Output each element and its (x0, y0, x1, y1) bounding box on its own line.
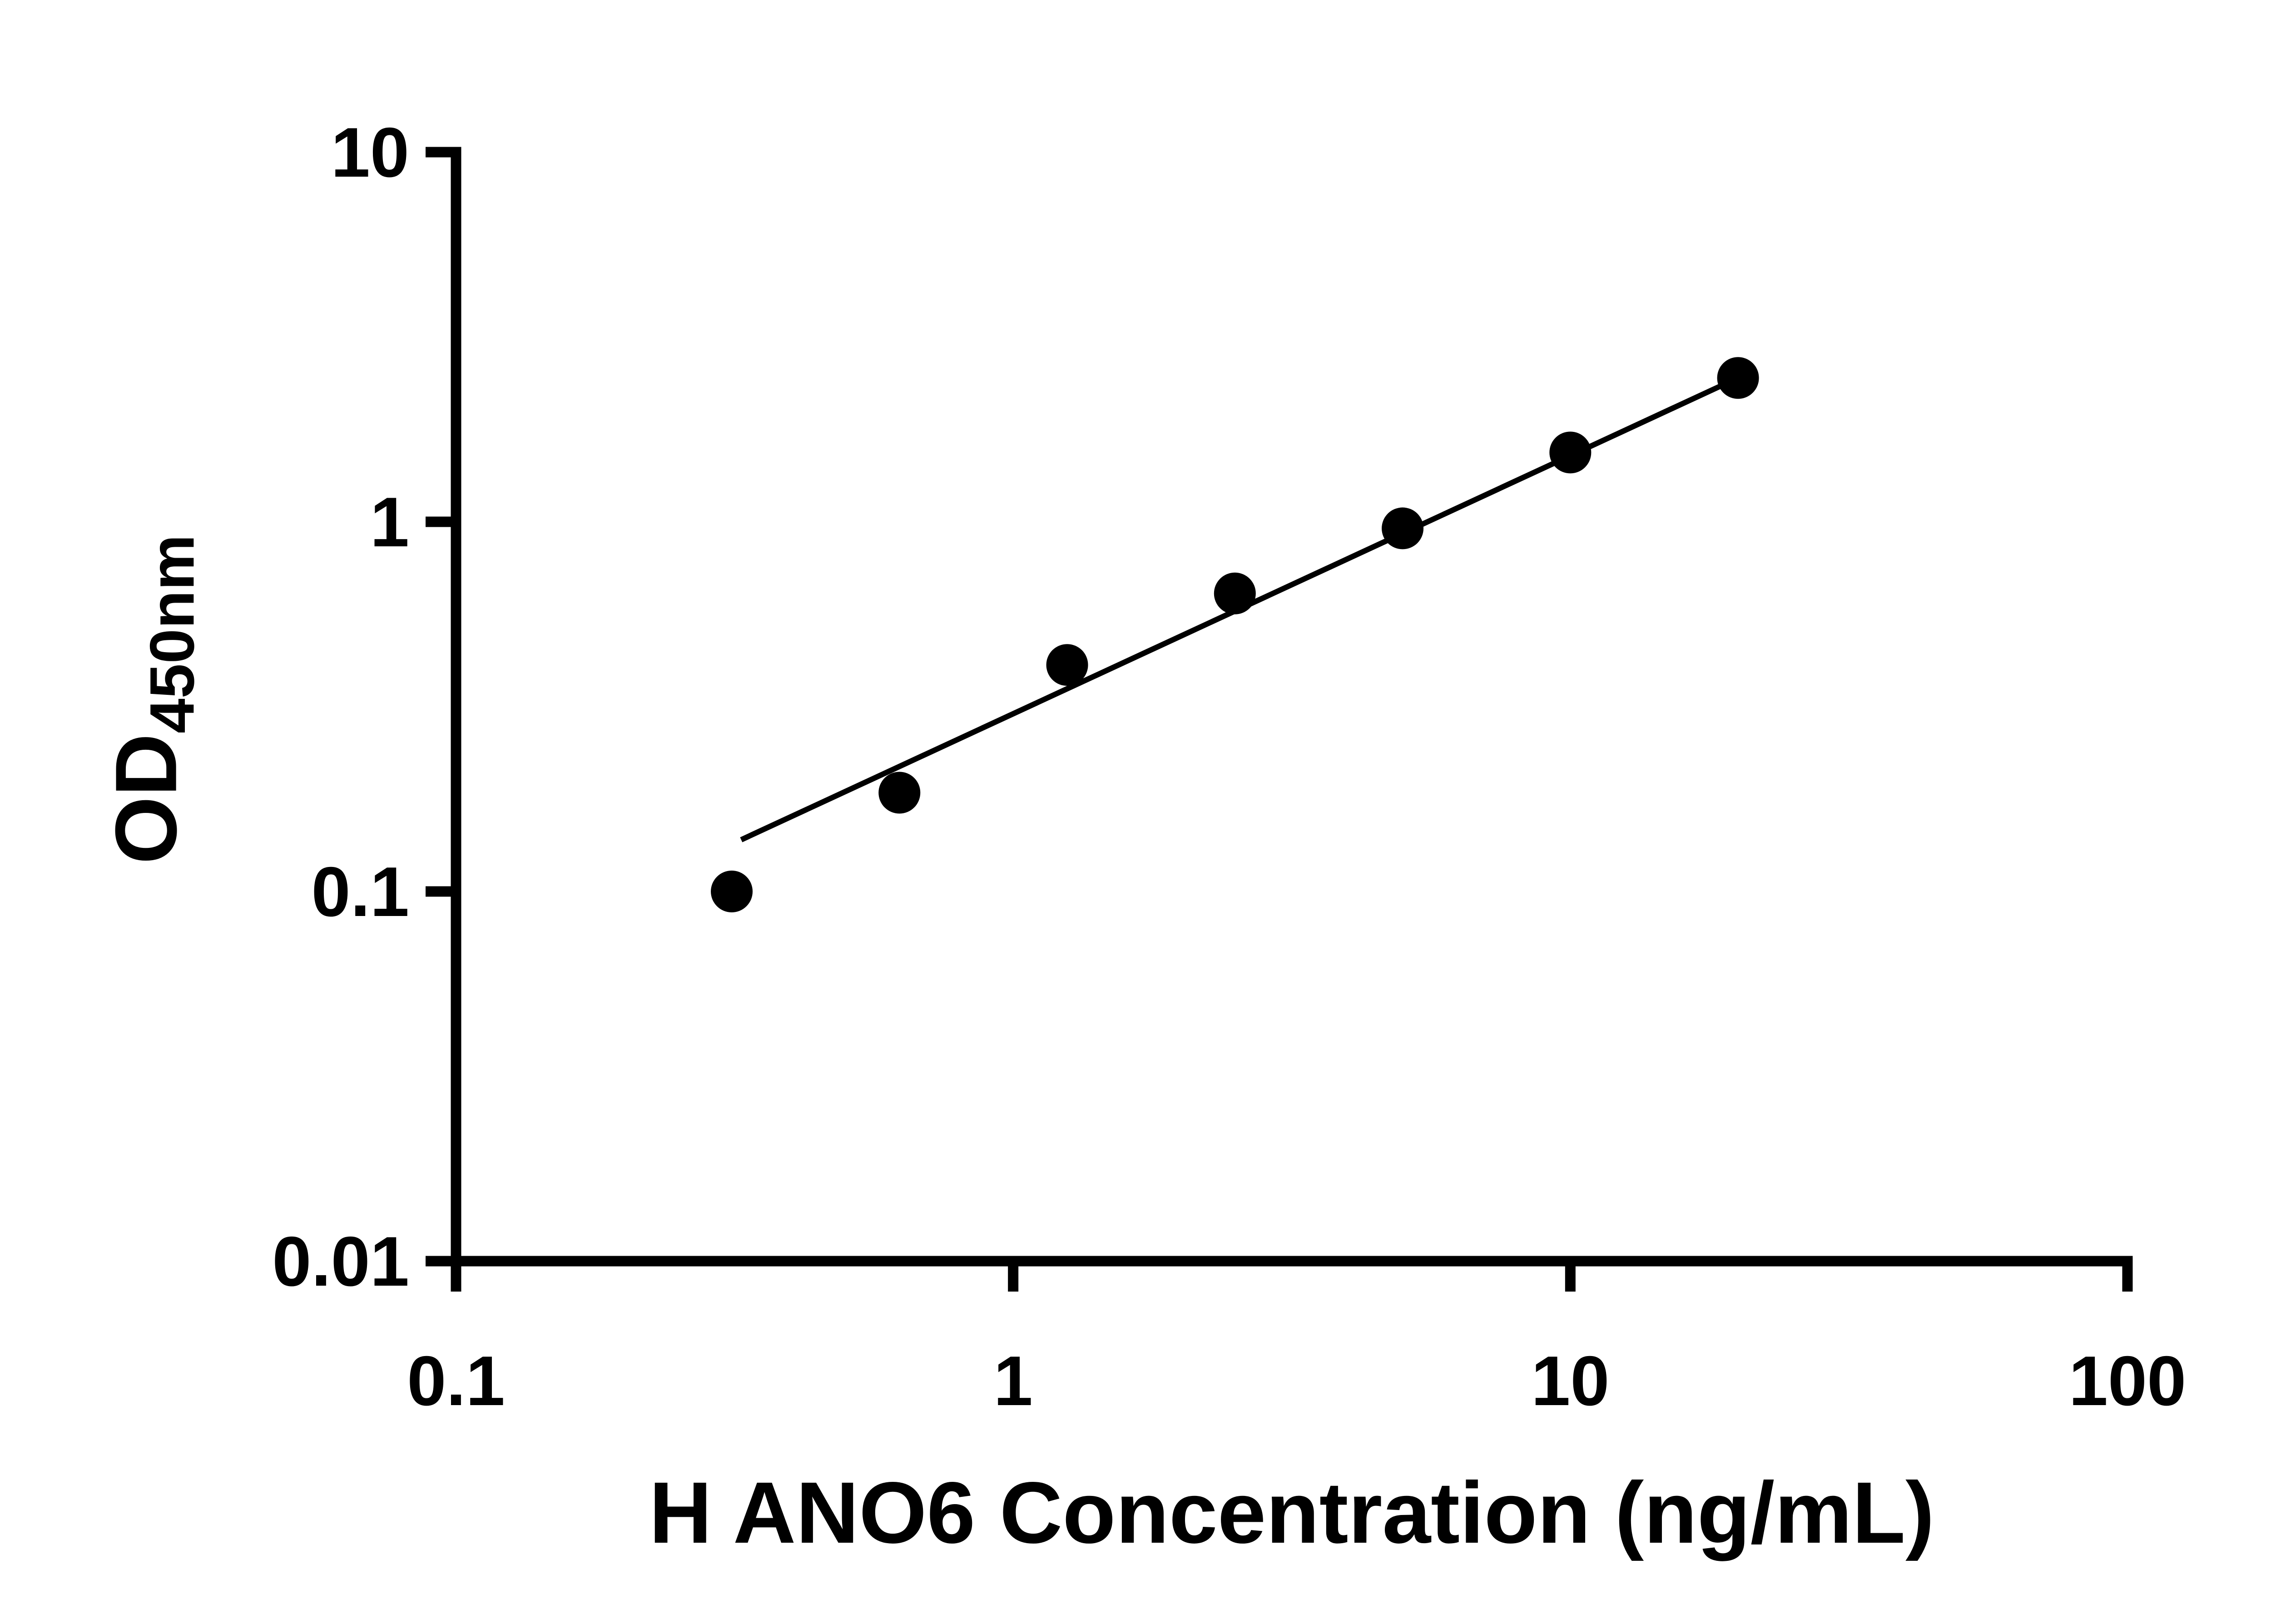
data-point (711, 871, 753, 912)
y-axis-title-main: OD (97, 733, 195, 864)
y-axis-title-subscript: 450nm (137, 535, 208, 733)
axis-spine (451, 147, 2133, 1267)
data-point (1046, 644, 1088, 686)
data-point (878, 772, 921, 814)
x-tick-label: 10 (1531, 1342, 1609, 1420)
y-tick-label: 0.01 (272, 1222, 409, 1301)
data-point (1382, 507, 1424, 550)
data-point (1717, 357, 1759, 399)
data-point (1549, 431, 1592, 474)
data-point (1214, 572, 1256, 614)
y-tick-label: 10 (331, 113, 409, 192)
x-tick-label: 1 (994, 1342, 1033, 1420)
x-tick-label: 0.1 (407, 1342, 505, 1420)
y-tick-label: 1 (370, 483, 409, 561)
x-axis-title: H ANO6 Concentration (ng/mL) (649, 1464, 1935, 1561)
y-axis-title: OD450nm (96, 535, 209, 864)
x-tick-label: 100 (2069, 1342, 2187, 1420)
y-tick-label: 0.1 (312, 852, 409, 931)
